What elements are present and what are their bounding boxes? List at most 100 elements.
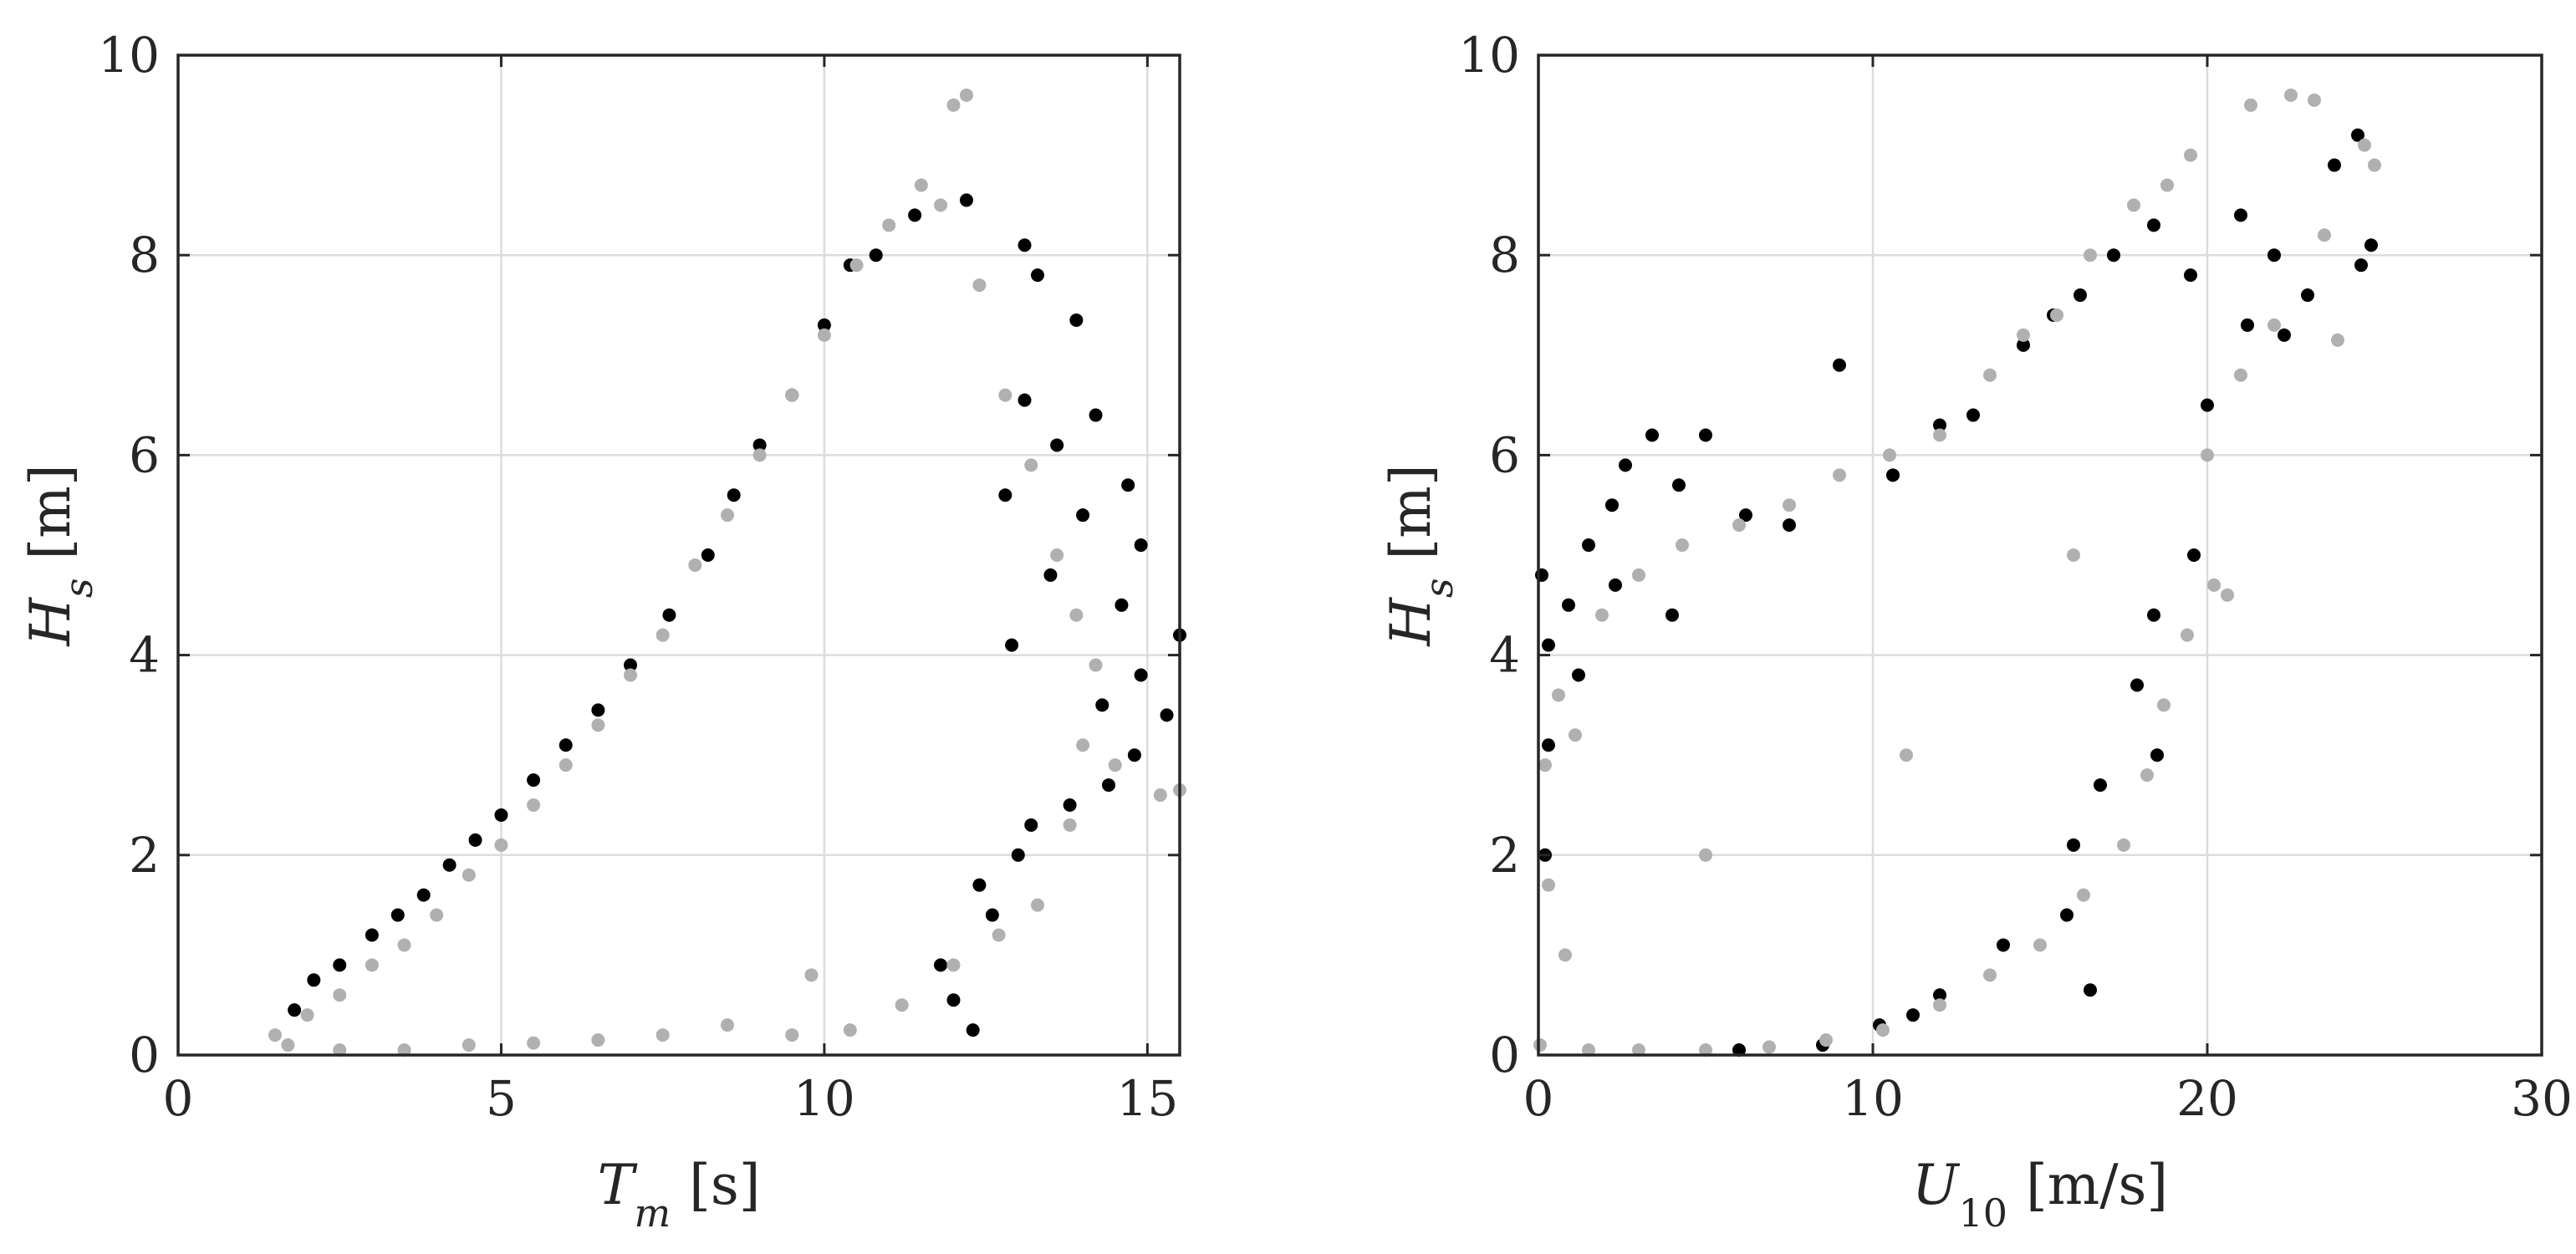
right-data-point <box>1699 848 1712 862</box>
left-data-point <box>288 1003 302 1017</box>
right-points <box>1533 88 2381 1058</box>
right-data-point <box>1933 988 1946 1002</box>
left-data-point <box>462 1038 476 1053</box>
left-data-point <box>624 668 638 682</box>
left-y-tick-label: 4 <box>129 627 160 684</box>
left-data-point <box>1121 478 1135 492</box>
left-y-axis-label: Hs [m] <box>18 464 101 646</box>
right-data-point <box>1933 428 1946 442</box>
left-data-point <box>1005 638 1019 652</box>
left-data-point <box>1101 778 1115 793</box>
right-data-point <box>2184 268 2197 283</box>
left-data-point <box>908 208 922 222</box>
left-data-point <box>1134 538 1148 553</box>
left-data-point <box>785 1028 799 1042</box>
left-data-point <box>1050 438 1064 452</box>
right-grid <box>1538 55 2542 1055</box>
left-data-point <box>1011 848 1025 862</box>
right-data-point <box>2017 338 2030 352</box>
left-data-point <box>1076 738 1090 752</box>
left-data-point <box>804 968 819 982</box>
right-x-tick-label: 10 <box>1842 1070 1904 1127</box>
left-data-point <box>281 1038 295 1053</box>
right-data-point <box>1533 1038 1547 1053</box>
left-x-tick-label: 5 <box>486 1070 517 1127</box>
right-data-point <box>2181 628 2194 642</box>
right-data-point <box>1783 518 1796 533</box>
right-data-point <box>2221 588 2234 602</box>
right-data-point <box>1562 598 1575 612</box>
right-y-label-main: H <box>1379 597 1443 647</box>
right-y-tick-label: 0 <box>1489 1027 1520 1083</box>
right-data-point <box>1632 1043 1645 1058</box>
left-data-point <box>1095 698 1109 712</box>
right-data-point <box>2017 328 2030 342</box>
right-x-label-main: U <box>1912 1153 1961 1217</box>
right-data-point <box>2234 368 2247 382</box>
right-data-point <box>2140 768 2154 782</box>
right-x-axis-label: U10 [m/s] <box>1912 1153 2168 1236</box>
right-data-point <box>2351 128 2364 142</box>
left-data-point <box>1115 598 1129 612</box>
left-data-point <box>365 928 379 942</box>
right-data-point <box>2358 138 2371 152</box>
left-data-point <box>1024 458 1038 472</box>
left-data-point <box>720 1018 734 1032</box>
right-data-point <box>2278 328 2291 342</box>
left-x-tick-label: 0 <box>163 1070 194 1127</box>
left-data-point <box>1030 898 1044 912</box>
left-data-point <box>333 1043 347 1058</box>
right-data-point <box>2130 678 2144 692</box>
right-data-point <box>2067 548 2080 562</box>
right-data-point <box>1966 408 1980 422</box>
left-data-point <box>752 438 767 452</box>
right-x-tick-label: 30 <box>2511 1070 2573 1127</box>
left-data-point <box>946 98 961 112</box>
right-data-point <box>1739 508 1752 522</box>
left-data-point <box>1134 668 1148 682</box>
right-data-point <box>2160 178 2174 192</box>
right-data-point <box>1762 1040 1776 1054</box>
left-data-point <box>934 958 948 972</box>
right-data-point <box>2077 888 2090 902</box>
right-data-point <box>2234 208 2247 222</box>
left-data-point <box>494 808 508 822</box>
left-data-point <box>934 198 948 212</box>
left-data-point <box>972 878 987 892</box>
left-data-point <box>727 488 741 502</box>
right-data-point <box>2201 398 2214 412</box>
right-data-point <box>1833 468 1846 482</box>
left-data-point <box>494 838 508 852</box>
left-data-point <box>1069 313 1084 327</box>
right-data-point <box>2318 228 2331 242</box>
left-data-point <box>268 1028 282 1042</box>
right-x-tick-label: 0 <box>1523 1070 1554 1127</box>
right-data-point <box>1699 1043 1712 1058</box>
right-data-point <box>1552 688 1565 702</box>
left-data-point <box>397 1043 411 1058</box>
right-x-tick-label: 20 <box>2176 1070 2238 1127</box>
left-data-point <box>966 1023 980 1037</box>
right-data-point <box>1542 878 1555 892</box>
left-data-point <box>462 868 476 882</box>
right-data-point <box>1933 998 1946 1012</box>
right-data-point <box>2150 748 2164 762</box>
right-data-point <box>1732 518 1746 533</box>
right-data-point <box>2284 88 2298 102</box>
left-data-point <box>849 258 864 273</box>
left-data-point <box>1043 568 1058 582</box>
left-data-point <box>442 858 457 872</box>
right-data-point <box>1632 568 1645 582</box>
left-data-point <box>946 958 961 972</box>
right-data-point <box>2364 238 2378 252</box>
left-y-label-unit: [m] <box>18 464 83 559</box>
right-data-point <box>2184 148 2197 162</box>
left-data-point <box>365 958 379 972</box>
right-y-tick-label: 8 <box>1489 227 1520 283</box>
right-data-point <box>1645 428 1659 442</box>
right-data-point <box>2308 93 2321 107</box>
left-data-point <box>972 278 987 293</box>
left-data-point <box>843 1023 857 1037</box>
left-data-point <box>624 658 638 672</box>
left-data-point <box>300 1008 314 1022</box>
